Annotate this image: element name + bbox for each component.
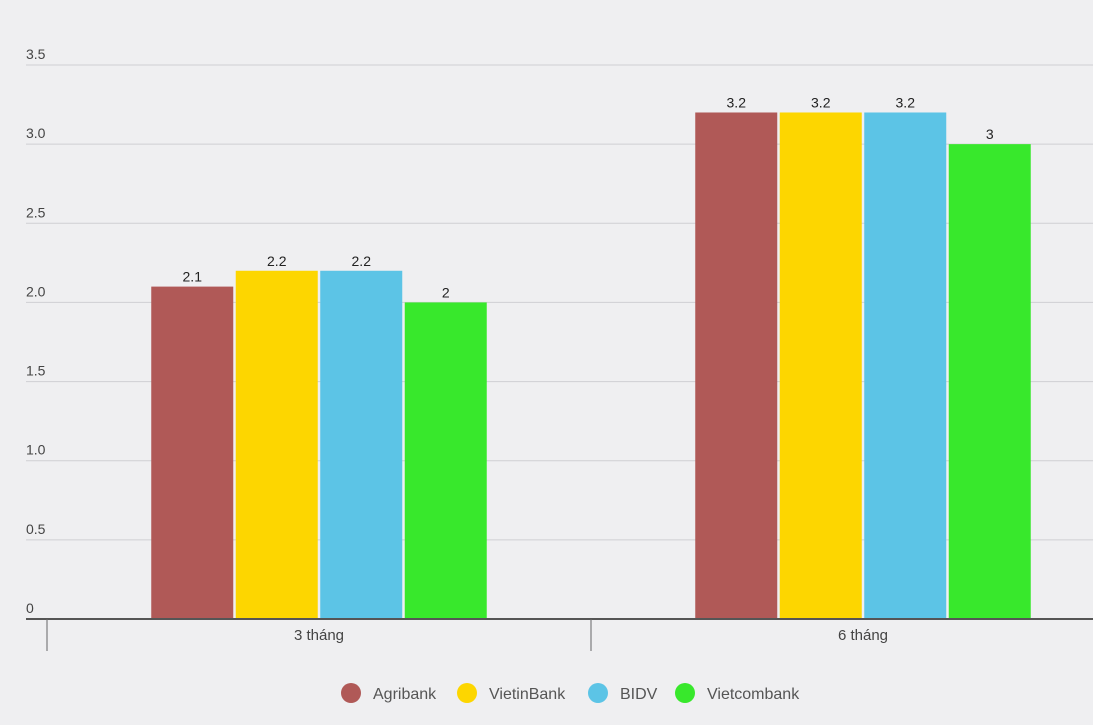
- data-label: 3.2: [727, 94, 747, 110]
- legend-marker-agribank: [341, 683, 361, 703]
- y-tick-label: 2.5: [26, 204, 46, 220]
- x-tick-label: 3 tháng: [294, 627, 344, 644]
- y-tick-label: 3.0: [26, 125, 46, 141]
- y-tick-label: 1.5: [26, 363, 46, 379]
- y-tick-label: 2.0: [26, 283, 46, 299]
- bar-bidv: [864, 112, 947, 619]
- data-label: 3.2: [811, 94, 831, 110]
- data-label: 3.2: [896, 94, 916, 110]
- legend-label: Agribank: [373, 686, 437, 703]
- legend-label: VietinBank: [489, 686, 566, 703]
- bar-vietcombank: [948, 144, 1031, 619]
- data-label: 2.2: [352, 253, 372, 269]
- y-tick-label: 3.5: [26, 46, 46, 62]
- y-tick-label: 0.5: [26, 521, 46, 537]
- bar-vietinbank: [779, 112, 862, 619]
- data-label: 2: [442, 284, 450, 300]
- bar-vietinbank: [235, 270, 318, 619]
- x-tick-label: 6 tháng: [838, 627, 888, 644]
- legend-marker-vietinbank: [457, 683, 477, 703]
- legend-label: BIDV: [620, 686, 658, 703]
- bar-vietcombank: [404, 302, 487, 619]
- y-tick-label: 0: [26, 600, 34, 616]
- y-tick-label: 1.0: [26, 442, 46, 458]
- legend-marker-bidv: [588, 683, 608, 703]
- data-label: 2.2: [267, 253, 287, 269]
- bar-agribank: [695, 112, 778, 619]
- legend-marker-vietcombank: [675, 683, 695, 703]
- bar-bidv: [320, 270, 403, 619]
- data-label: 3: [986, 126, 994, 142]
- data-label: 2.1: [183, 269, 203, 285]
- bar-agribank: [151, 286, 234, 619]
- legend-label: Vietcombank: [707, 686, 800, 703]
